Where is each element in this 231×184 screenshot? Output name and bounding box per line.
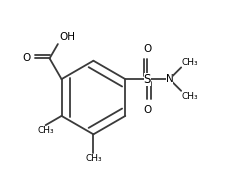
Text: O: O bbox=[22, 53, 30, 63]
Text: OH: OH bbox=[60, 31, 76, 42]
Text: O: O bbox=[143, 44, 152, 54]
Text: CH₃: CH₃ bbox=[85, 154, 102, 163]
Text: O: O bbox=[143, 105, 152, 114]
Text: CH₃: CH₃ bbox=[182, 92, 198, 101]
Text: N: N bbox=[166, 74, 173, 84]
Text: CH₃: CH₃ bbox=[182, 58, 198, 67]
Text: CH₃: CH₃ bbox=[37, 126, 54, 135]
Text: S: S bbox=[144, 73, 151, 86]
